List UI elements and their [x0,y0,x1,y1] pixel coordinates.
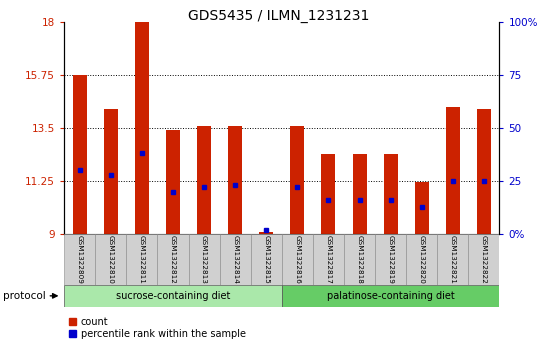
Bar [321,154,335,234]
Bar [290,126,304,234]
Text: sucrose-containing diet: sucrose-containing diet [116,291,230,301]
Bar [437,234,468,285]
Text: GSM1322816: GSM1322816 [294,235,300,284]
Bar [383,154,398,234]
Bar [228,126,242,234]
Bar [344,234,375,285]
Text: GSM1322820: GSM1322820 [418,235,425,284]
Bar [189,234,220,285]
Bar [157,234,189,285]
Bar [197,126,211,234]
Text: GSM1322822: GSM1322822 [481,235,487,284]
Bar [104,109,118,234]
Bar [468,234,499,285]
Bar [220,234,251,285]
Bar [415,182,429,234]
Bar [166,130,180,234]
Bar [64,234,95,285]
Text: GSM1322819: GSM1322819 [388,235,393,284]
Bar [353,154,367,234]
Text: protocol: protocol [3,291,46,301]
Bar [313,234,344,285]
Text: GSM1322821: GSM1322821 [450,235,456,284]
Text: GSM1322818: GSM1322818 [357,235,363,284]
Text: GSM1322809: GSM1322809 [76,235,83,284]
Bar [282,285,499,307]
Text: GSM1322814: GSM1322814 [232,235,238,284]
Bar [95,234,126,285]
Bar [64,285,282,307]
Text: palatinose-containing diet: palatinose-containing diet [327,291,454,301]
Bar [73,75,86,234]
Text: GSM1322815: GSM1322815 [263,235,270,284]
Legend: count, percentile rank within the sample: count, percentile rank within the sample [69,317,246,339]
Bar [126,234,157,285]
Bar [282,234,313,285]
Bar [477,109,491,234]
Bar [135,22,149,234]
Text: GSM1322810: GSM1322810 [108,235,114,284]
Bar [406,234,437,285]
Bar [259,232,273,234]
Text: GSM1322813: GSM1322813 [201,235,207,284]
Text: GDS5435 / ILMN_1231231: GDS5435 / ILMN_1231231 [188,9,370,23]
Bar [446,107,460,234]
Text: GSM1322817: GSM1322817 [325,235,331,284]
Bar [375,234,406,285]
Bar [251,234,282,285]
Text: GSM1322811: GSM1322811 [139,235,145,284]
Text: GSM1322812: GSM1322812 [170,235,176,284]
